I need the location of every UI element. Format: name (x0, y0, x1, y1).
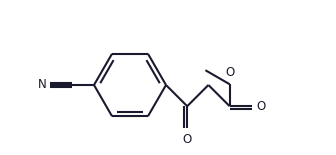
Text: O: O (257, 100, 266, 113)
Text: N: N (38, 78, 47, 91)
Text: O: O (182, 133, 192, 146)
Text: O: O (225, 66, 234, 79)
